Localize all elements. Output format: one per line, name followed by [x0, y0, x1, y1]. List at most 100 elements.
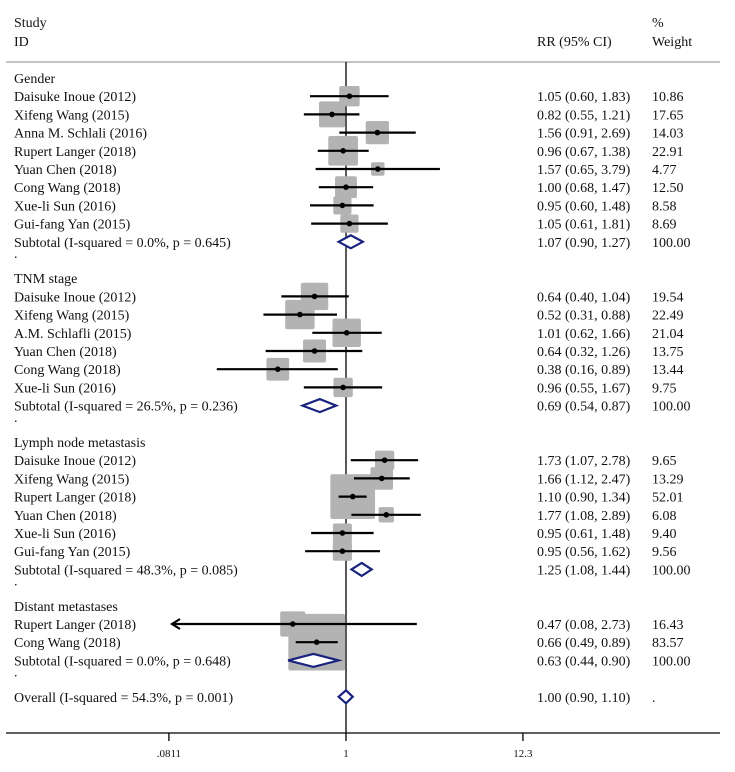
- row-label-study: Rupert Langer (2018): [14, 618, 136, 633]
- ci-text: 0.63 (0.44, 0.90): [537, 654, 631, 669]
- ci-text: 0.96 (0.67, 1.38): [537, 145, 631, 160]
- row-label-group: Lymph node metastasis: [14, 436, 145, 451]
- row-label-spacer: .: [14, 666, 18, 681]
- point-estimate: [349, 493, 356, 500]
- point-estimate: [383, 512, 390, 518]
- row-label-study: A.M. Schlafli (2015): [14, 327, 132, 342]
- ci-text: 1.73 (1.07, 2.78): [537, 454, 631, 469]
- weight-text: 9.65: [652, 454, 677, 469]
- ci-text: 1.00 (0.68, 1.47): [537, 181, 631, 196]
- point-estimate: [378, 475, 385, 482]
- header-weight-pct: %: [652, 16, 664, 31]
- weight-text: 16.43: [652, 618, 684, 633]
- weight-text: 17.65: [652, 108, 684, 123]
- ci-text: 1.01 (0.62, 1.66): [537, 327, 631, 342]
- ci-text: 0.95 (0.60, 1.48): [537, 199, 631, 214]
- weight-text: .: [652, 691, 656, 706]
- header-rr-ci: RR (95% CI): [537, 35, 612, 50]
- row-label-spacer: .: [14, 575, 18, 590]
- row-label-study: Cong Wang (2018): [14, 181, 121, 196]
- point-estimate: [340, 148, 346, 154]
- row-label-subtotal: Subtotal (I-squared = 0.0%, p = 0.645): [14, 236, 231, 251]
- weight-text: 8.69: [652, 218, 677, 233]
- weight-text: 9.40: [652, 527, 677, 542]
- row-label-group: Distant metastases: [14, 600, 118, 615]
- weight-text: 9.75: [652, 381, 677, 396]
- row-label-study: Rupert Langer (2018): [14, 145, 136, 160]
- weight-text: 100.00: [652, 236, 691, 251]
- ci-text: 1.25 (1.08, 1.44): [537, 563, 631, 578]
- row-label-study: Xue-li Sun (2016): [14, 199, 116, 214]
- ci-text: 1.05 (0.60, 1.83): [537, 90, 631, 105]
- header-id: ID: [14, 35, 29, 50]
- header-study: Study: [14, 16, 47, 31]
- row-label-spacer: .: [14, 247, 18, 262]
- row-label-overall: Overall (I-squared = 54.3%, p = 0.001): [14, 691, 233, 706]
- ci-text: 0.95 (0.61, 1.48): [537, 527, 631, 542]
- point-estimate: [374, 129, 381, 136]
- point-estimate: [339, 530, 346, 536]
- ci-text: 1.00 (0.90, 1.10): [537, 691, 631, 706]
- overall-diamond: [336, 688, 355, 705]
- point-estimate: [311, 293, 318, 300]
- row-label-study: Cong Wang (2018): [14, 363, 121, 378]
- subtotal-diamond: [349, 561, 374, 578]
- point-estimate: [339, 548, 346, 554]
- point-estimate: [346, 93, 353, 99]
- row-label-study: Yuan Chen (2018): [14, 509, 117, 524]
- ci-text: 1.05 (0.61, 1.81): [537, 218, 631, 233]
- row-label-study: Xue-li Sun (2016): [14, 527, 116, 542]
- row-label-study: Yuan Chen (2018): [14, 163, 117, 178]
- x-tick-label: 1: [343, 748, 349, 760]
- row-label-group: Gender: [14, 72, 56, 87]
- ci-text: 1.10 (0.90, 1.34): [537, 491, 631, 506]
- row-labels-layer: Gender Daisuke Inoue (2012) 1.05 (0.60, 1.…: [14, 72, 691, 706]
- row-label-subtotal: Subtotal (I-squared = 48.3%, p = 0.085): [14, 563, 238, 578]
- row-label-study: Gui-fang Yan (2015): [14, 218, 131, 233]
- ci-text: 0.64 (0.40, 1.04): [537, 290, 631, 305]
- point-estimate: [339, 202, 346, 209]
- ci-text: 0.64 (0.32, 1.26): [537, 345, 631, 360]
- ci-text: 0.96 (0.55, 1.67): [537, 381, 631, 396]
- weight-text: 100.00: [652, 654, 691, 669]
- arrow-left-icon: [169, 618, 181, 630]
- point-estimate: [346, 220, 353, 227]
- point-estimate: [340, 384, 346, 391]
- weight-text: 12.50: [652, 181, 684, 196]
- weight-text: 14.03: [652, 127, 684, 142]
- weight-boxes: [266, 85, 395, 671]
- ci-text: 1.07 (0.90, 1.27): [537, 236, 631, 251]
- x-tick-label: .0811: [157, 748, 181, 760]
- weight-text: 8.58: [652, 199, 677, 214]
- point-estimate: [313, 639, 320, 645]
- ci-text: 0.69 (0.54, 0.87): [537, 400, 631, 415]
- weight-text: 13.29: [652, 472, 684, 487]
- point-estimate: [343, 184, 349, 190]
- weight-text: 100.00: [652, 563, 691, 578]
- ci-text: 0.47 (0.08, 2.73): [537, 618, 631, 633]
- row-label-study: Xifeng Wang (2015): [14, 472, 130, 487]
- point-estimate: [381, 457, 388, 464]
- row-label-study: Daisuke Inoue (2012): [14, 290, 136, 305]
- ci-text: 0.66 (0.49, 0.89): [537, 636, 631, 651]
- row-label-study: Daisuke Inoue (2012): [14, 454, 136, 469]
- weight-text: 6.08: [652, 509, 677, 524]
- ci-text: 0.82 (0.55, 1.21): [537, 108, 631, 123]
- weight-text: 22.49: [652, 309, 684, 324]
- point-estimate: [311, 348, 318, 354]
- weight-text: 9.56: [652, 545, 677, 560]
- row-label-study: Xifeng Wang (2015): [14, 309, 130, 324]
- ci-text: 0.38 (0.16, 0.89): [537, 363, 631, 378]
- x-axis-ticks: .0811 1 12.3: [157, 733, 533, 760]
- row-label-subtotal: Subtotal (I-squared = 26.5%, p = 0.236): [14, 400, 238, 415]
- row-label-study: Yuan Chen (2018): [14, 345, 117, 360]
- weight-text: 52.01: [652, 491, 684, 506]
- subtotal-diamond: [299, 397, 340, 414]
- x-tick-label: 12.3: [513, 748, 533, 760]
- row-label-study: Cong Wang (2018): [14, 636, 121, 651]
- row-label-group: TNM stage: [14, 272, 77, 287]
- row-label-study: Daisuke Inoue (2012): [14, 90, 136, 105]
- ci-text: 1.56 (0.91, 2.69): [537, 127, 631, 142]
- row-label-study: Xifeng Wang (2015): [14, 108, 130, 123]
